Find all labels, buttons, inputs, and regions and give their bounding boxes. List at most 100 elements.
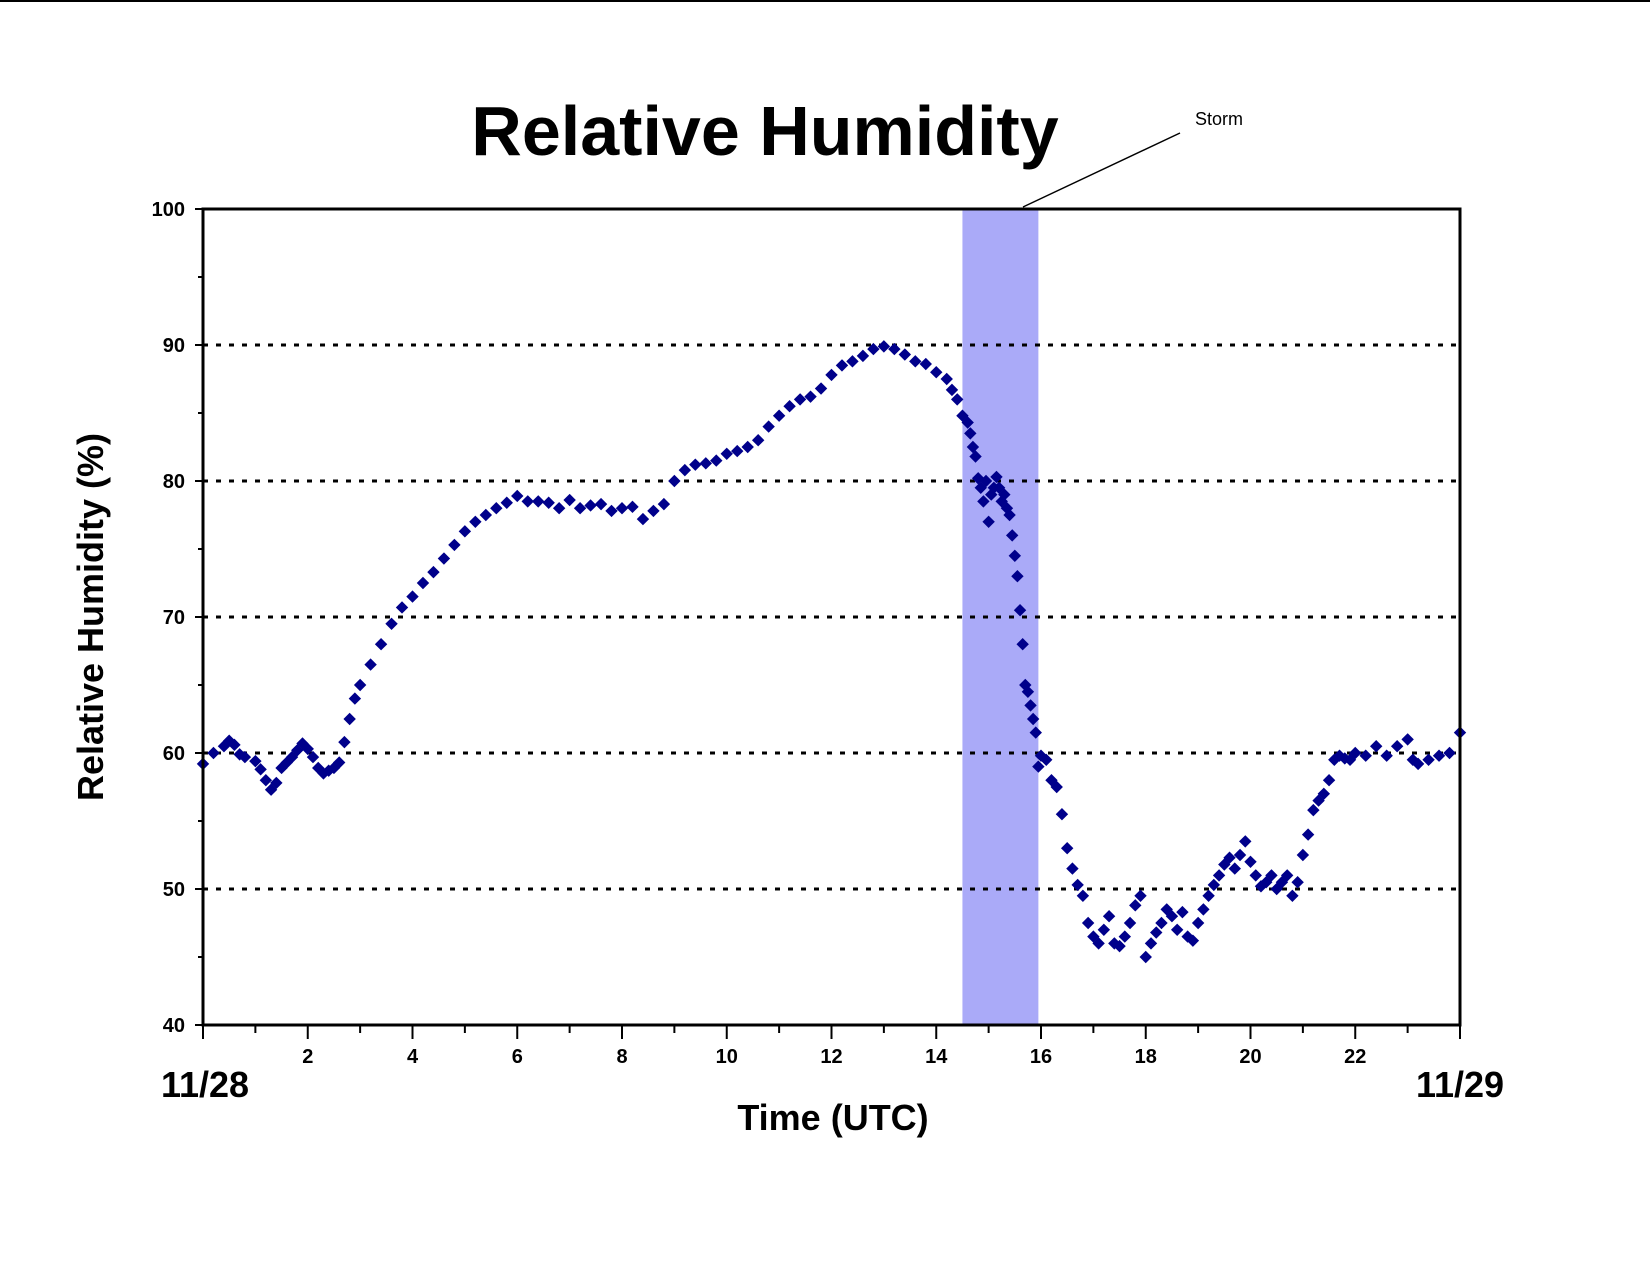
data-point (1165, 909, 1179, 923)
x-tick-label: 22 (1344, 1046, 1366, 1068)
y-tick-label: 100 (152, 199, 185, 221)
data-point (969, 450, 982, 463)
data-point (395, 601, 409, 614)
data-point (416, 576, 430, 590)
storm-annotation-label: Storm (1195, 109, 1243, 129)
data-point (1160, 903, 1173, 916)
data-point (835, 359, 849, 372)
data-point (1118, 930, 1132, 943)
data-point (1301, 828, 1315, 841)
data-point (1150, 926, 1163, 939)
data-point (573, 501, 587, 515)
data-point (1055, 807, 1069, 821)
data-point (1144, 937, 1158, 950)
data-point (1139, 950, 1152, 964)
x-tick-label: 4 (407, 1046, 419, 1068)
y-tick-label: 70 (163, 607, 185, 629)
data-point (731, 444, 744, 458)
data-point (877, 340, 891, 353)
data-point (1040, 753, 1053, 767)
x-tick-label: 6 (512, 1046, 523, 1068)
data-point (990, 470, 1003, 484)
data-point (1050, 780, 1063, 794)
data-point (982, 515, 995, 529)
data-point (751, 433, 765, 447)
data-point (1249, 869, 1262, 882)
data-point (783, 399, 796, 413)
data-point (1021, 685, 1035, 699)
data-point (238, 750, 252, 764)
x-tick-label: 12 (820, 1046, 842, 1068)
data-point (338, 735, 351, 749)
data-point (856, 349, 870, 363)
y-axis-title: Relative Humidity (%) (70, 433, 111, 801)
data-point (1270, 882, 1283, 896)
data-point (332, 756, 346, 769)
data-point (846, 355, 859, 368)
data-point (1092, 937, 1105, 950)
data-point (1011, 569, 1024, 583)
data-point (1066, 862, 1079, 875)
x-axis: 2 4 6 8 10 12 14 16 18 20 22 (202, 1025, 1461, 1068)
data-point (385, 617, 398, 631)
data-point (647, 504, 660, 518)
data-point (825, 368, 838, 382)
data-point (998, 488, 1011, 501)
data-point (458, 525, 472, 538)
data-point (552, 501, 566, 515)
data-point (1286, 889, 1299, 903)
data-point (956, 409, 969, 422)
data-point (605, 504, 618, 518)
data-point (228, 738, 241, 752)
x-tick-label: 14 (925, 1046, 948, 1068)
data-point (689, 458, 702, 471)
data-point (992, 481, 1006, 495)
data-point (1307, 803, 1320, 817)
data-point (772, 409, 786, 422)
data-point (1291, 875, 1304, 889)
data-point (1045, 773, 1058, 787)
data-point (741, 440, 754, 454)
data-point (1260, 875, 1273, 889)
data-point (285, 750, 299, 764)
y-tick-label: 50 (163, 879, 185, 901)
data-point (343, 712, 356, 726)
data-point (1233, 848, 1247, 862)
data-point (804, 390, 817, 403)
data-point (974, 481, 987, 495)
data-point (1026, 712, 1040, 726)
data-point (1380, 749, 1393, 762)
data-point (1123, 916, 1137, 930)
data-point (374, 637, 388, 651)
data-point (1228, 862, 1241, 875)
data-point (259, 773, 273, 787)
data-point (1349, 746, 1362, 760)
data-point (521, 495, 534, 508)
y-tick-label: 90 (163, 335, 185, 357)
data-point (270, 776, 283, 790)
data-point (1207, 878, 1221, 892)
data-point (762, 420, 775, 433)
start-date-label: 11/28 (161, 1064, 249, 1105)
data-point (1170, 923, 1184, 937)
data-point (1265, 869, 1278, 882)
data-point (930, 365, 943, 379)
data-point (867, 342, 880, 356)
data-point (1223, 851, 1236, 864)
data-point (1422, 753, 1435, 767)
data-point (1296, 848, 1310, 862)
end-date-label: 11/29 (1416, 1064, 1504, 1105)
data-point (1102, 909, 1116, 923)
data-point (1369, 739, 1383, 753)
data-point (710, 454, 723, 467)
data-point (1322, 773, 1336, 787)
data-point (699, 457, 713, 470)
data-point (490, 501, 503, 515)
data-points-layer (196, 340, 1467, 964)
data-point (437, 552, 451, 565)
data-point (427, 565, 440, 579)
x-axis-title: Time (UTC) (737, 1097, 928, 1138)
y-tick-label: 60 (163, 743, 185, 765)
data-point (1081, 916, 1095, 930)
data-point (1155, 916, 1168, 930)
